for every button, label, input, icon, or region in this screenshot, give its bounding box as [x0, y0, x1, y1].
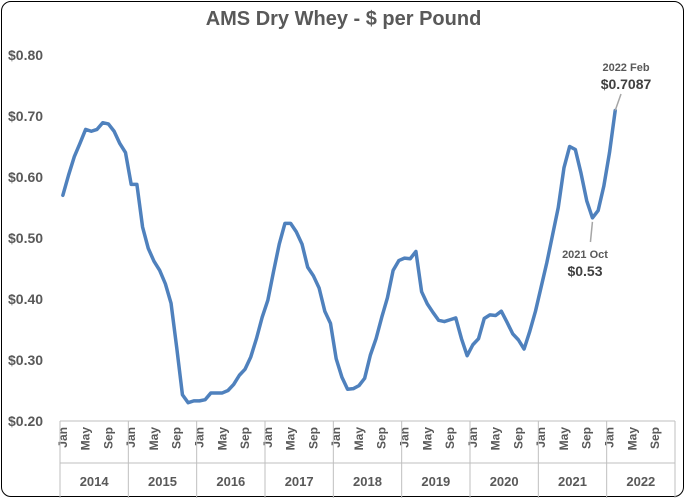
x-month-tick-label: Jan: [193, 427, 207, 448]
annotation-value-label: $0.53: [567, 263, 602, 279]
x-month-tick-label: Sep: [511, 427, 525, 449]
y-tick-label: $0.20: [8, 413, 43, 429]
x-month-tick-label: May: [147, 427, 161, 451]
x-month-tick-label: Sep: [238, 427, 252, 449]
x-month-tick-label: Sep: [443, 427, 457, 449]
x-month-tick-label: May: [79, 427, 93, 451]
x-month-tick-label: Jan: [329, 427, 343, 448]
x-month-tick-label: Sep: [375, 427, 389, 449]
x-month-tick-label: Jan: [261, 427, 275, 448]
x-month-tick-label: Jan: [398, 427, 412, 448]
x-year-label: 2021: [558, 474, 587, 489]
x-month-tick-label: May: [489, 427, 503, 451]
x-month-tick-label: May: [215, 427, 229, 451]
x-year-label: 2020: [490, 474, 519, 489]
y-tick-label: $0.30: [8, 352, 43, 368]
y-tick-label: $0.80: [8, 47, 43, 63]
x-year-label: 2016: [216, 474, 245, 489]
x-month-tick-label: Sep: [101, 427, 115, 449]
x-year-label: 2017: [285, 474, 314, 489]
annotation-date-label: 2021 Oct: [562, 249, 608, 261]
x-month-tick-label: May: [625, 427, 639, 451]
x-month-tick-label: May: [352, 427, 366, 451]
chart-title: AMS Dry Whey - $ per Pound: [205, 8, 482, 30]
x-year-label: 2014: [80, 474, 110, 489]
annotation-value-label: $0.7087: [601, 76, 652, 92]
x-month-tick-label: Sep: [648, 427, 662, 449]
x-year-label: 2015: [148, 474, 177, 489]
x-month-tick-label: Jan: [124, 427, 138, 448]
y-tick-label: $0.60: [8, 169, 43, 185]
x-year-label: 2022: [626, 474, 655, 489]
y-tick-label: $0.40: [8, 291, 43, 307]
annotation-date-label: 2022 Feb: [602, 62, 649, 74]
x-month-tick-label: Jan: [603, 427, 617, 448]
x-month-tick-label: Jan: [466, 427, 480, 448]
x-month-tick-label: May: [284, 427, 298, 451]
x-year-label: 2019: [421, 474, 450, 489]
x-month-tick-label: May: [420, 427, 434, 451]
x-month-tick-label: Sep: [306, 427, 320, 449]
x-month-tick-label: Sep: [170, 427, 184, 449]
annotation-leader-line: [614, 93, 622, 111]
y-tick-label: $0.50: [8, 230, 43, 246]
annotation-leader-line: [589, 221, 594, 243]
x-month-tick-label: May: [557, 427, 571, 451]
x-month-tick-label: Jan: [56, 427, 70, 448]
x-year-label: 2018: [353, 474, 382, 489]
y-tick-label: $0.70: [8, 108, 43, 124]
x-month-tick-label: Jan: [534, 427, 548, 448]
x-month-tick-label: Sep: [580, 427, 594, 449]
series-line: [61, 108, 617, 405]
